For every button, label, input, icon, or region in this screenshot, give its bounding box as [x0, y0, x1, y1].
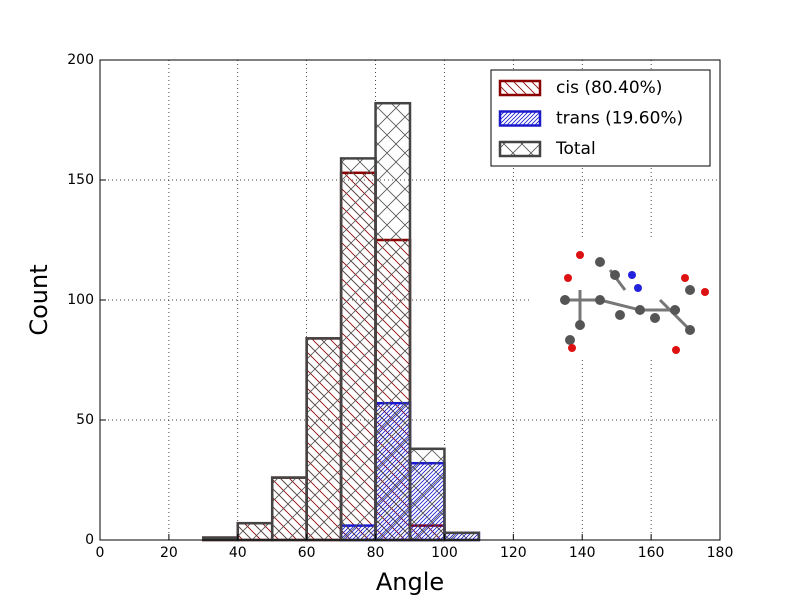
y-axis-label: Count — [25, 264, 53, 335]
y-tick-label: 50 — [76, 412, 94, 428]
legend-label: cis (80.40%) — [556, 78, 662, 98]
x-tick-label: 0 — [96, 545, 105, 561]
molecule-inset — [532, 240, 720, 358]
y-tick-label: 200 — [67, 52, 94, 68]
x-tick-label: 120 — [500, 545, 527, 561]
bar — [305, 337, 343, 542]
x-tick-label: 180 — [707, 545, 734, 561]
bar — [339, 157, 377, 542]
legend-label: Total — [555, 139, 596, 159]
x-tick-label: 100 — [431, 545, 458, 561]
x-axis-label: Angle — [376, 568, 444, 596]
bar — [443, 531, 481, 542]
x-tick-label: 20 — [160, 545, 178, 561]
x-tick-label: 60 — [298, 545, 316, 561]
x-tick-label: 40 — [229, 545, 247, 561]
x-tick-label: 80 — [367, 545, 385, 561]
x-tick-label: 160 — [638, 545, 665, 561]
bar — [236, 521, 274, 542]
legend-label: trans (19.60%) — [556, 109, 683, 129]
x-tick-label: 140 — [569, 545, 596, 561]
bar — [374, 101, 412, 542]
bar — [270, 476, 308, 542]
bar — [408, 447, 446, 542]
y-tick-label: 0 — [85, 532, 94, 548]
y-tick-label: 100 — [67, 292, 94, 308]
y-tick-label: 150 — [67, 172, 94, 188]
legend: cis (80.40%) trans (19.60%) Total — [490, 69, 711, 167]
legend-swatch — [498, 110, 542, 127]
legend-swatch — [498, 79, 542, 97]
legend-swatch — [498, 140, 542, 158]
